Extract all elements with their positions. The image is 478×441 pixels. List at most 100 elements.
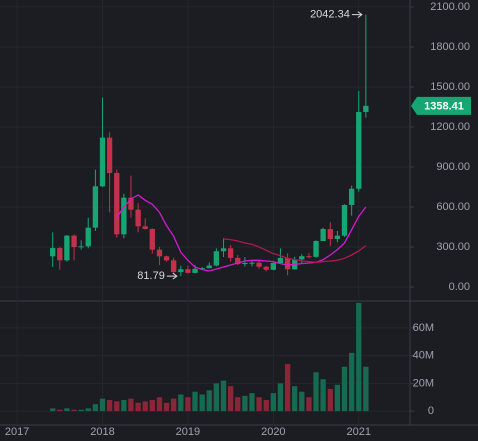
candle-body [121,197,127,235]
y-tick-label: 1500.00 [430,81,470,93]
candle-body [64,235,70,261]
volume-bar [206,390,212,412]
volume-bar [71,409,77,412]
candle-body [99,137,106,187]
volume-bar [185,397,191,412]
candle-body [170,260,177,273]
y-tick-label: 2100.00 [430,1,470,13]
indicator-line [223,238,367,263]
volume-bar [149,400,155,412]
volume-bar [78,409,84,412]
candle-body [249,262,255,264]
y-tick-label: 900.00 [436,161,470,173]
candle-body [85,227,91,247]
volume-bar [135,402,141,412]
candle-body [156,249,163,257]
y-tick-label: 600.00 [436,201,470,213]
last-price-badge [411,96,471,115]
high-arrow [351,11,363,19]
indicator-line [116,194,367,272]
volume-bar [156,397,163,412]
volume-bar [235,397,241,412]
volume-bar [121,400,127,412]
candle-body [299,256,305,260]
volume-bar [192,391,198,412]
volume-bar [327,388,333,412]
volume-bar [106,400,113,412]
volume-bar [277,383,284,412]
candle-body [57,248,63,261]
y-tick-label: 0.00 [449,281,470,293]
candle-body [313,240,319,257]
volume-bar [341,366,348,412]
candle-body [363,105,369,113]
volume-bar [64,408,70,412]
candle-body [356,112,362,189]
x-tick-label: 2018 [90,426,114,438]
x-tick-label: 2019 [176,426,200,438]
candle-body [199,268,205,270]
volume-bar [85,408,91,412]
volume-bar [363,366,369,412]
candle-body [50,248,56,257]
candle-body [306,256,312,258]
candle-body [334,235,341,239]
volume-bar [170,398,177,412]
high-label: 2042.34 [310,9,350,21]
volume-bar [263,400,269,412]
volume-bar [213,383,220,412]
candle-body [92,186,99,228]
candle-body [149,228,155,250]
candle-body [256,262,262,267]
volume-bar [128,398,134,412]
y-tick-label: 1200.00 [430,121,470,133]
candle-body [220,248,227,252]
candle-body [114,172,120,235]
candle-body [185,269,191,273]
volume-bar [356,302,362,412]
y2-tick-label: 60M [413,322,434,334]
volume-bar [99,398,106,412]
y2-tick-label: 20M [413,377,434,389]
candle-body [227,248,234,258]
y2-tick-label: 40M [413,350,434,362]
y2-tick-label: 0 [428,405,434,417]
candle-body [341,204,348,236]
y-tick-label: 300.00 [436,241,470,253]
volume-bar [313,372,319,412]
volume-bar [270,393,276,412]
volume-bar [142,401,148,412]
volume-bar [284,363,291,412]
volume-bar [199,394,205,412]
volume-bar [178,394,184,412]
volume-bar [220,380,227,412]
volume-bar [349,352,355,412]
candle-body [163,256,170,261]
last-price-label: 1358.41 [424,101,464,113]
low-arrow [166,272,178,280]
candle-body [78,246,84,248]
candle-body [106,137,113,173]
volume-bar [50,408,56,412]
candle-body [192,268,198,273]
x-tick-label: 2020 [261,426,285,438]
candle-body [206,265,212,269]
volume-bar [163,402,170,412]
candle-body [277,257,284,263]
candle-body [263,266,269,270]
candle-body [327,228,333,239]
candle-body [178,269,184,273]
candle-body [128,197,134,210]
volume-bar [249,393,255,412]
volume-bar [334,384,341,412]
y-tick-label: 1800.00 [430,41,470,53]
candle-body [142,226,148,229]
volume-bar [320,379,326,412]
volume-bar [292,386,298,412]
x-tick-label: 2021 [347,426,371,438]
volume-bar [227,386,234,412]
candle-body [235,257,241,265]
volume-bar [256,397,262,412]
candle-body [349,188,355,205]
